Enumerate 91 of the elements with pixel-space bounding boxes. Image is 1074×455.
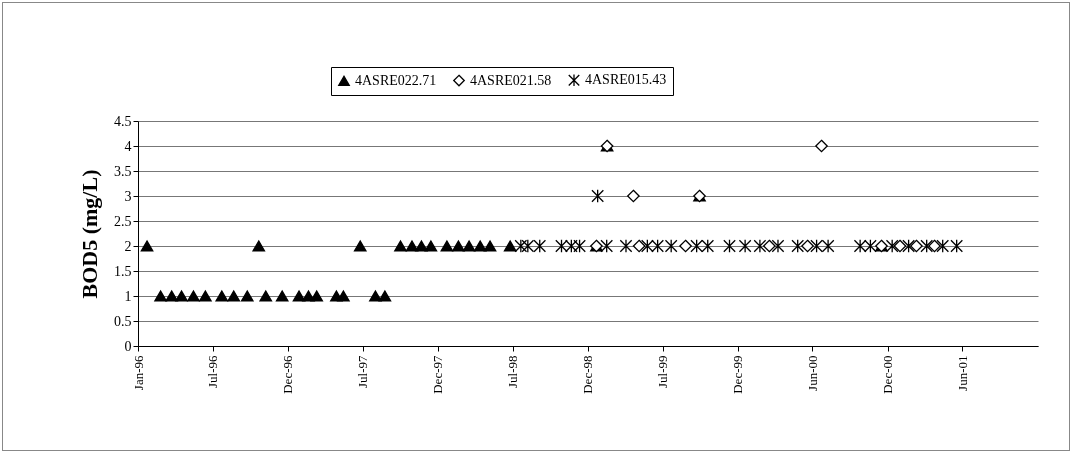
x-tick-label: Jul-97: [355, 355, 371, 388]
point: [600, 239, 614, 253]
point: [165, 290, 179, 302]
point: [801, 239, 814, 253]
point: [753, 239, 767, 253]
point: [853, 239, 867, 253]
point: [815, 139, 828, 153]
point: [791, 239, 805, 253]
point: [950, 239, 964, 253]
point: [679, 239, 692, 253]
point: [521, 239, 535, 253]
point: [378, 290, 392, 302]
point: [627, 189, 640, 203]
point: [885, 239, 899, 253]
y-tick-label: 2: [124, 238, 132, 254]
legend-label: 4ASRE022.71: [355, 72, 437, 88]
point: [690, 239, 703, 253]
point: [514, 239, 528, 253]
point: [405, 240, 419, 252]
point: [187, 290, 200, 302]
point: [864, 239, 877, 253]
point: [591, 189, 604, 203]
legend-label: 4ASRE015.43: [585, 72, 667, 88]
point: [424, 240, 438, 252]
point: [275, 290, 289, 302]
x-tick-label: Jan-96: [130, 355, 146, 391]
x-tick-label: Jun-00: [804, 355, 820, 391]
y-axis-title: BOD5 (mg/L): [77, 169, 102, 299]
point: [928, 239, 941, 253]
point: [252, 240, 266, 252]
point: [215, 290, 229, 302]
point: [738, 239, 752, 253]
point: [641, 239, 654, 253]
point: [394, 240, 407, 252]
point: [227, 290, 241, 302]
point: [632, 239, 646, 253]
point: [910, 239, 923, 253]
point: [920, 239, 934, 253]
point: [936, 239, 950, 253]
point: [369, 290, 382, 302]
point: [651, 239, 664, 253]
point: [175, 290, 188, 302]
x-tick-label: Dec-00: [880, 355, 896, 394]
point: [310, 290, 324, 302]
x-tick-label: Dec-99: [730, 355, 746, 394]
point: [701, 239, 715, 253]
point: [902, 239, 915, 253]
point: [415, 240, 428, 252]
point: [533, 239, 547, 253]
y-tick-label: 3: [124, 188, 132, 204]
legend-label: 4ASRE021.58: [470, 72, 552, 88]
point: [140, 240, 154, 252]
point: [462, 240, 476, 252]
y-tick-label: 0: [124, 338, 132, 354]
point: [723, 239, 736, 253]
x-tick-label: Jul-96: [205, 355, 221, 388]
x-tick-label: Jul-99: [655, 355, 671, 388]
point: [483, 240, 497, 252]
y-tick-label: 3.5: [114, 163, 132, 179]
point: [893, 239, 907, 253]
point: [154, 290, 167, 302]
point: [473, 240, 487, 252]
y-tick-label: 1.5: [114, 263, 132, 279]
point: [259, 290, 273, 302]
y-tick-label: 4: [124, 138, 132, 154]
x-tick-label: Dec-98: [580, 355, 596, 394]
point: [337, 290, 350, 302]
point: [821, 239, 835, 253]
point: [240, 290, 254, 302]
point: [199, 290, 212, 302]
x-tick-label: Dec-97: [430, 355, 446, 394]
y-tick-label: 2.5: [114, 213, 132, 229]
point: [440, 240, 454, 252]
point: [565, 239, 578, 253]
x-tick-label: Jun-01: [954, 355, 970, 391]
point: [763, 239, 776, 253]
x-tick-label: Jul-98: [505, 355, 521, 388]
point: [619, 239, 633, 253]
point: [292, 290, 306, 302]
y-tick-label: 0.5: [114, 313, 132, 329]
point: [353, 240, 367, 252]
point: [573, 239, 586, 253]
point: [664, 239, 678, 253]
y-tick-label: 4.5: [114, 113, 132, 129]
y-tick-label: 1: [124, 288, 132, 304]
x-tick-label: Dec-96: [280, 355, 296, 394]
point: [810, 239, 823, 253]
point: [452, 240, 465, 252]
point: [771, 239, 785, 253]
point: [555, 239, 568, 253]
point: [503, 240, 517, 252]
